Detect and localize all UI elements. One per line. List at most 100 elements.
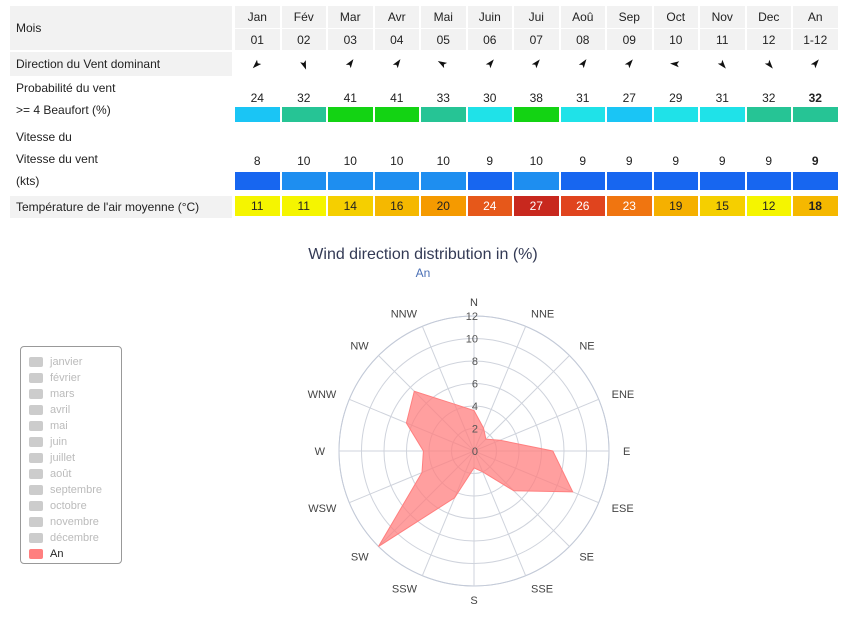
direction-label-se: SE	[579, 551, 594, 563]
legend-swatch	[29, 501, 43, 511]
legend-label: mai	[50, 420, 68, 432]
direction-label-wsw: WSW	[308, 503, 337, 515]
speed-value: 9	[811, 154, 819, 168]
legend-item[interactable]: mai	[29, 419, 68, 433]
direction-label-nne: NNE	[531, 308, 554, 320]
speed-bar	[793, 172, 838, 190]
probability-value: 38	[529, 91, 543, 105]
chart-subtitle: An	[415, 266, 431, 280]
month-number: 09	[607, 29, 652, 50]
direction-label-ne: NE	[579, 341, 594, 353]
legend-item[interactable]: mars	[29, 387, 74, 401]
month-number: 02	[281, 29, 326, 50]
probability-value: 33	[436, 91, 450, 105]
arrow-west-icon	[669, 57, 683, 71]
legend-item[interactable]: août	[29, 467, 71, 481]
speed-bar	[328, 172, 373, 190]
month-header: Fév	[281, 6, 326, 28]
legend-item[interactable]: An	[29, 547, 63, 561]
speed-value: 10	[390, 154, 404, 168]
speed-bar	[560, 172, 605, 190]
month-number: 07	[514, 29, 559, 50]
chart-title: Wind direction distribution in (%)	[308, 246, 538, 263]
probability-value: 32	[297, 91, 311, 105]
radial-tick-label: 4	[472, 401, 478, 413]
legend-item[interactable]: juin	[29, 435, 67, 449]
legend-label: janvier	[50, 356, 83, 368]
legend-swatch	[29, 485, 43, 495]
speed-value: 8	[253, 154, 261, 168]
legend-item[interactable]: février	[29, 371, 81, 385]
legend-label: septembre	[50, 484, 102, 496]
arrow-northeast-icon	[250, 57, 264, 71]
legend-item[interactable]: novembre	[29, 515, 99, 529]
row-label-direction: Direction du Vent dominant	[10, 52, 232, 76]
temperature-value: 12	[746, 196, 791, 216]
legend-item[interactable]: juillet	[29, 451, 75, 465]
temperature-value: 20	[421, 196, 466, 216]
probability-bar	[421, 107, 466, 122]
probability-value: 41	[390, 91, 404, 105]
probability-bar	[281, 107, 326, 122]
direction-label-s: S	[470, 595, 477, 607]
speed-value: 9	[579, 154, 587, 168]
month-header: Mar	[328, 6, 373, 28]
probability-value: 31	[715, 91, 729, 105]
month-header: Oct	[653, 6, 698, 28]
speed-bar	[235, 172, 280, 190]
probability-bar	[328, 107, 373, 122]
month-header: Mai	[421, 6, 466, 28]
probability-bar	[374, 107, 419, 122]
probability-bar	[793, 107, 838, 122]
row-label-temperature: Température de l'air moyenne (°C)	[10, 196, 232, 218]
probability-value: 31	[576, 91, 590, 105]
month-number: 03	[328, 29, 373, 50]
month-header: Jan	[235, 6, 280, 28]
month-number: 01	[235, 29, 280, 50]
probability-value: 32	[808, 91, 822, 105]
legend-swatch	[29, 517, 43, 527]
legend-item[interactable]: octobre	[29, 499, 87, 513]
radial-tick-label: 8	[472, 356, 478, 368]
month-number: 10	[653, 29, 698, 50]
direction-label-e: E	[623, 446, 630, 458]
speed-value: 9	[765, 154, 773, 168]
legend-swatch	[29, 405, 43, 415]
temperature-value: 16	[374, 196, 419, 216]
legend-label: août	[50, 468, 72, 480]
legend-item[interactable]: septembre	[29, 483, 102, 497]
probability-bar	[235, 107, 280, 122]
month-number: 05	[421, 29, 466, 50]
legend-label: juillet	[50, 452, 76, 464]
speed-bar	[653, 172, 698, 190]
probability-value: 32	[762, 91, 776, 105]
speed-value: 9	[672, 154, 680, 168]
month-header: Nov	[700, 6, 745, 28]
radial-tick-label: 12	[466, 311, 478, 323]
month-number: 08	[560, 29, 605, 50]
direction-label-w: W	[315, 446, 326, 458]
legend-item[interactable]: janvier	[29, 355, 82, 369]
arrow-southwest-icon	[576, 57, 590, 71]
speed-value: 9	[625, 154, 633, 168]
legend-item[interactable]: avril	[29, 403, 70, 417]
arrow-southwest-icon	[808, 57, 822, 71]
direction-label-sse: SSE	[531, 584, 553, 596]
probability-value: 30	[483, 91, 497, 105]
speed-bar	[746, 172, 791, 190]
series-area-an	[378, 390, 574, 547]
direction-label-nnw: NNW	[391, 308, 418, 320]
direction-label-ene: ENE	[612, 389, 635, 401]
probability-bar	[467, 107, 512, 122]
probability-bar	[560, 107, 605, 122]
legend-label: décembre	[50, 532, 99, 544]
temperature-value: 27	[514, 196, 559, 216]
arrow-southeast-icon	[715, 57, 729, 71]
legend-item[interactable]: décembre	[29, 531, 99, 545]
probability-value: 41	[343, 91, 357, 105]
probability-bar	[746, 107, 791, 122]
legend-label: An	[50, 548, 64, 560]
direction-label-nw: NW	[350, 341, 369, 353]
row-label-probability-1: Probabilité du vent	[10, 78, 232, 98]
